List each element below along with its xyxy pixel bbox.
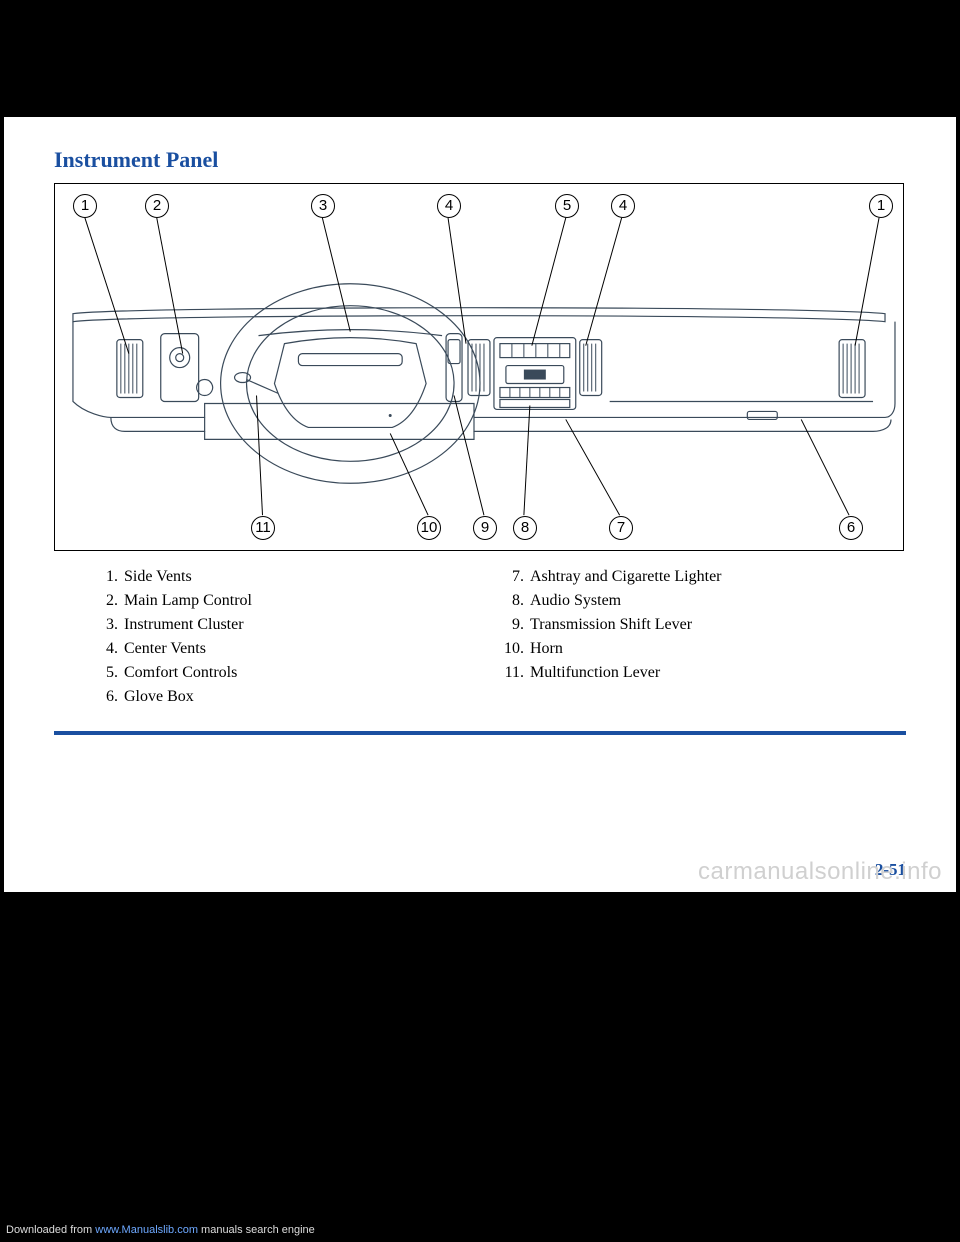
legend-item: 2.Main Lamp Control [94, 589, 500, 613]
legend-label: Horn [530, 637, 563, 661]
section-title: Instrument Panel [54, 147, 906, 173]
callout-8: 8 [513, 516, 537, 540]
manual-page: Instrument Panel [4, 117, 956, 892]
legend-num: 10. [500, 637, 524, 661]
legend-item: 11.Multifunction Lever [500, 661, 906, 685]
watermark-text: carmanualsonline.info [698, 858, 942, 886]
legend-item: 8.Audio System [500, 589, 906, 613]
legend-num: 7. [500, 565, 524, 589]
callout-5: 5 [555, 194, 579, 218]
callout-4: 4 [611, 194, 635, 218]
legend-label: Audio System [530, 589, 621, 613]
footer-text: Downloaded from www.Manualslib.com manua… [6, 1224, 315, 1236]
callout-3: 3 [311, 194, 335, 218]
footer-suffix: manuals search engine [198, 1224, 315, 1236]
callout-11: 11 [251, 516, 275, 540]
legend-num: 9. [500, 613, 524, 637]
page-divider [54, 731, 906, 735]
legend-label: Transmission Shift Lever [530, 613, 692, 637]
legend-label: Instrument Cluster [124, 613, 244, 637]
legend-label: Comfort Controls [124, 661, 237, 685]
legend-item: 5.Comfort Controls [94, 661, 500, 685]
legend-list: 1.Side Vents2.Main Lamp Control3.Instrum… [54, 565, 906, 709]
legend-item: 7.Ashtray and Cigarette Lighter [500, 565, 906, 589]
legend-label: Multifunction Lever [530, 661, 660, 685]
legend-num: 4. [94, 637, 118, 661]
callout-2: 2 [145, 194, 169, 218]
callout-9: 9 [473, 516, 497, 540]
legend-num: 2. [94, 589, 118, 613]
legend-label: Glove Box [124, 685, 194, 709]
legend-item: 9.Transmission Shift Lever [500, 613, 906, 637]
callout-6: 6 [839, 516, 863, 540]
callout-1: 1 [869, 194, 893, 218]
footer-link[interactable]: www.Manualslib.com [95, 1224, 198, 1236]
footer-prefix: Downloaded from [6, 1224, 95, 1236]
legend-num: 11. [500, 661, 524, 685]
legend-item: 10.Horn [500, 637, 906, 661]
legend-num: 3. [94, 613, 118, 637]
callout-1: 1 [73, 194, 97, 218]
legend-label: Side Vents [124, 565, 192, 589]
legend-num: 1. [94, 565, 118, 589]
dashboard-svg [55, 184, 903, 551]
legend-col-right: 7.Ashtray and Cigarette Lighter8.Audio S… [500, 565, 906, 709]
instrument-panel-diagram: 1 2 3 4 5 4 1 11 10 98 7 6 [54, 183, 904, 551]
legend-num: 8. [500, 589, 524, 613]
legend-num: 5. [94, 661, 118, 685]
callout-7: 7 [609, 516, 633, 540]
page-content: Instrument Panel [4, 117, 956, 892]
legend-num: 6. [94, 685, 118, 709]
legend-col-left: 1.Side Vents2.Main Lamp Control3.Instrum… [94, 565, 500, 709]
callout-4: 4 [437, 194, 461, 218]
legend-item: 6.Glove Box [94, 685, 500, 709]
legend-item: 1.Side Vents [94, 565, 500, 589]
legend-item: 3.Instrument Cluster [94, 613, 500, 637]
legend-item: 4.Center Vents [94, 637, 500, 661]
legend-label: Main Lamp Control [124, 589, 252, 613]
legend-label: Center Vents [124, 637, 206, 661]
footer-bar: Downloaded from www.Manualslib.com manua… [0, 1212, 960, 1242]
legend-label: Ashtray and Cigarette Lighter [530, 565, 722, 589]
callout-10: 10 [417, 516, 441, 540]
